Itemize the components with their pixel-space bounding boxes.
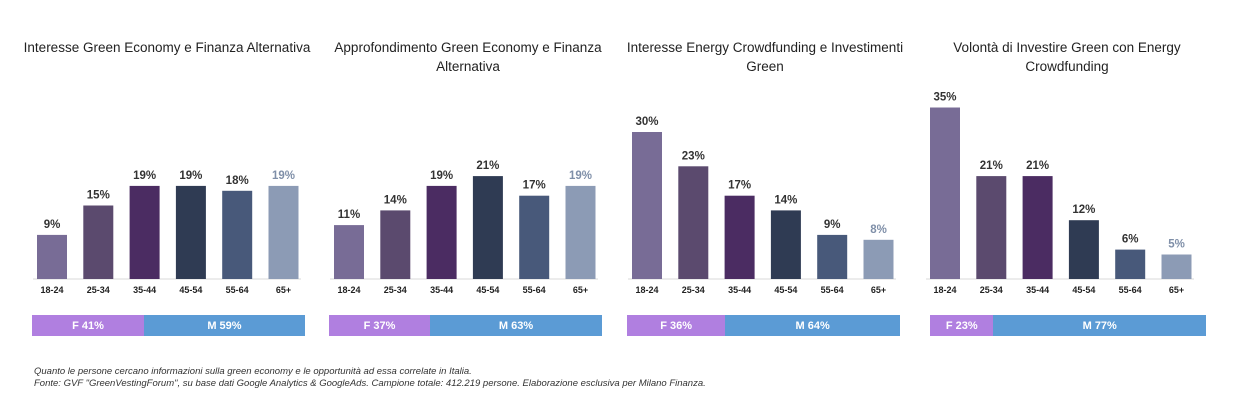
gender-bar-4: F 23% M 77%	[930, 315, 1206, 336]
data-label: 12%	[1072, 204, 1095, 216]
bar-25-34	[83, 205, 114, 279]
data-label: 5%	[1168, 239, 1185, 251]
bar-65+	[1161, 254, 1192, 279]
bar-65+	[268, 185, 299, 279]
gender-male-segment: M 64%	[725, 315, 900, 336]
bar-35-44	[426, 185, 457, 279]
x-tick-label: 25-34	[682, 285, 705, 295]
gender-bar-1: F 41% M 59%	[32, 315, 305, 336]
bar-35-44	[129, 185, 160, 279]
data-label: 23%	[682, 150, 705, 162]
data-label: 19%	[430, 170, 453, 182]
bar-35-44	[724, 195, 755, 279]
data-label: 9%	[44, 219, 61, 231]
gender-bar-2: F 37% M 63%	[329, 315, 602, 336]
bar-18-24	[632, 132, 662, 279]
bar-65+	[863, 239, 894, 279]
x-tick-label: 35-44	[133, 285, 156, 295]
data-label: 17%	[523, 180, 546, 192]
x-tick-label: 35-44	[1026, 285, 1049, 295]
bar-45-54	[472, 176, 503, 279]
bar-25-34	[976, 176, 1007, 279]
bar-45-54	[175, 185, 206, 279]
x-tick-label: 45-54	[1072, 285, 1095, 295]
data-label: 30%	[635, 116, 658, 128]
x-tick-label: 65+	[573, 285, 588, 295]
bar-25-34	[678, 166, 709, 279]
data-label: 19%	[569, 170, 592, 182]
gender-female-segment: F 23%	[930, 315, 994, 336]
data-label: 8%	[870, 224, 887, 236]
data-label: 19%	[272, 170, 295, 182]
x-tick-label: 65+	[1169, 285, 1184, 295]
data-label: 19%	[133, 170, 156, 182]
x-tick-label: 35-44	[430, 285, 453, 295]
panel-title-2: Approfondimento Green Economy e Finanza …	[334, 40, 602, 74]
x-tick-label: 55-64	[821, 285, 844, 295]
x-tick-label: 18-24	[40, 285, 63, 295]
bar-charts: 9% 18-24 15% 25-34 19% 35-44 19% 45-54 18% 55-64 1…	[33, 92, 1194, 295]
data-label: 21%	[476, 160, 499, 172]
panel-title-3: Interesse Energy Crowdfunding e Investim…	[626, 40, 904, 74]
bar-65+	[565, 185, 596, 279]
data-label: 14%	[774, 194, 797, 206]
x-tick-label: 35-44	[728, 285, 751, 295]
data-label: 11%	[338, 209, 360, 221]
gender-female-segment: F 41%	[32, 315, 144, 336]
x-tick-label: 65+	[276, 285, 291, 295]
data-label: 9%	[824, 219, 841, 231]
x-tick-label: 55-64	[523, 285, 546, 295]
x-tick-label: 18-24	[635, 285, 658, 295]
x-tick-label: 55-64	[226, 285, 249, 295]
x-tick-label: 45-54	[476, 285, 499, 295]
bar-18-24	[334, 225, 364, 279]
bar-45-54	[770, 210, 801, 279]
x-tick-label: 25-34	[384, 285, 407, 295]
x-tick-label: 45-54	[179, 285, 202, 295]
bar-35-44	[1022, 176, 1053, 279]
footnote-line-2: Fonte: GVF "GreenVestingForum", su base …	[34, 378, 706, 389]
bar-18-24	[930, 107, 960, 279]
x-tick-label: 18-24	[933, 285, 956, 295]
gender-male-segment: M 59%	[143, 315, 305, 336]
x-tick-label: 25-34	[87, 285, 110, 295]
footnote-line-1: Quanto le persone cercano informazioni s…	[34, 366, 472, 377]
data-label: 6%	[1122, 234, 1139, 246]
gender-male-segment: M 77%	[993, 315, 1206, 336]
data-label: 21%	[1026, 160, 1049, 172]
bar-45-54	[1068, 220, 1099, 279]
bar-18-24	[37, 234, 67, 279]
data-label: 19%	[179, 170, 202, 182]
x-tick-label: 55-64	[1119, 285, 1142, 295]
bar-25-34	[380, 210, 411, 279]
x-tick-label: 45-54	[774, 285, 797, 295]
bar-55-64	[222, 190, 253, 279]
data-label: 17%	[728, 180, 751, 192]
bar-55-64	[519, 195, 550, 279]
x-tick-label: 25-34	[980, 285, 1003, 295]
x-tick-label: 18-24	[337, 285, 360, 295]
gender-female-segment: F 36%	[627, 315, 726, 336]
gender-female-segment: F 37%	[329, 315, 430, 336]
data-label: 18%	[226, 175, 249, 187]
bar-55-64	[1115, 249, 1146, 279]
bar-55-64	[817, 234, 848, 279]
data-label: 15%	[87, 190, 110, 202]
panel-title-4: Volontà di Investire Green con Energy Cr…	[953, 40, 1181, 74]
data-label: 14%	[384, 194, 407, 206]
x-tick-label: 65+	[871, 285, 886, 295]
data-label: 21%	[980, 160, 1003, 172]
gender-male-segment: M 63%	[430, 315, 602, 336]
gender-bar-3: F 36% M 64%	[627, 315, 900, 336]
panel-title-1: Interesse Green Economy e Finanza Altern…	[23, 40, 311, 55]
data-label: 35%	[933, 92, 956, 104]
